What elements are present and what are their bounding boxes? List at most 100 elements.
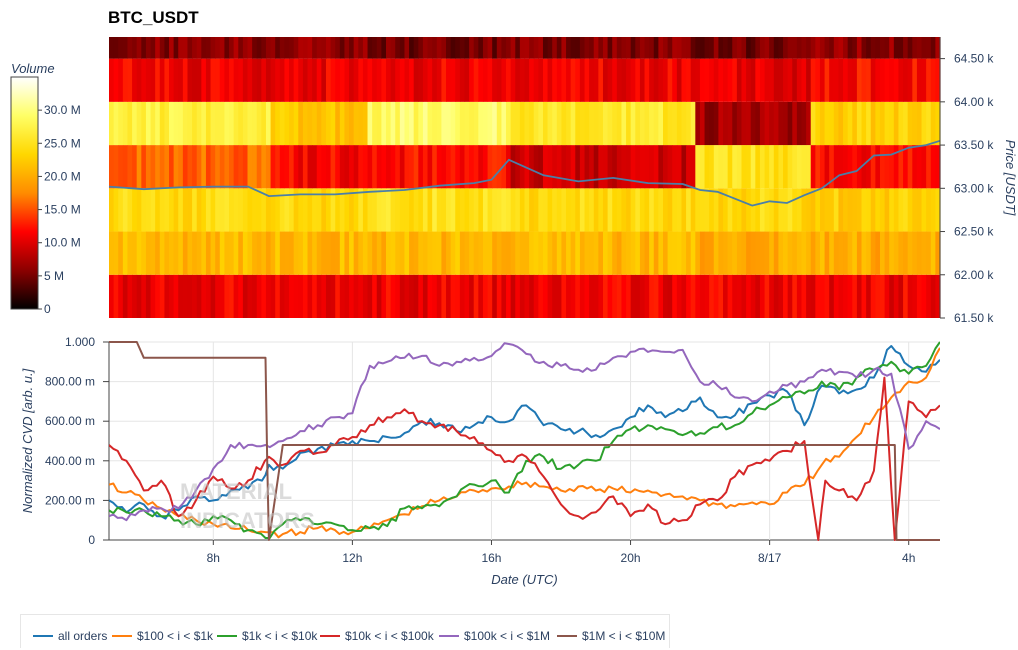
heatmap-cell [783, 231, 789, 275]
heatmap-cell [238, 37, 244, 59]
heatmap-cell [547, 37, 553, 59]
heatmap-cell [824, 37, 830, 59]
heatmap-cell [136, 101, 142, 146]
heatmap-cell [598, 231, 604, 275]
heatmap-cell [312, 37, 318, 59]
heatmap-cell [178, 188, 184, 232]
heatmap-cell [496, 231, 503, 275]
heatmap-cell [247, 58, 253, 102]
heatmap-cell [621, 145, 627, 189]
heatmap-cell [478, 101, 484, 146]
price-tick-label: 64.00 k [954, 95, 994, 109]
heatmap-cell [367, 145, 373, 189]
heatmap-cell [796, 58, 803, 102]
heatmap-cell [321, 188, 327, 232]
heatmap-cell [196, 58, 202, 102]
heatmap-cell [741, 188, 747, 232]
heatmap-cell [159, 145, 165, 189]
heatmap-cell [233, 145, 239, 189]
colorbar-tick-label: 0 [44, 302, 51, 316]
heatmap-cell [242, 145, 249, 189]
heatmap-cell [501, 37, 507, 59]
heatmap-cell [367, 101, 373, 146]
heatmap-cell [741, 58, 747, 102]
heatmap-cell [404, 101, 410, 146]
heatmap-cell [533, 101, 539, 146]
heatmap-cell [136, 188, 142, 232]
heatmap-cell [187, 101, 193, 146]
heatmap-cell [616, 37, 623, 59]
heatmap-cell [759, 188, 766, 232]
heatmap-cell [524, 101, 530, 146]
heatmap-cell [718, 231, 724, 275]
heatmap-cell [566, 188, 572, 232]
heatmap-cell [856, 274, 863, 318]
heatmap-cell [270, 274, 276, 318]
heatmap-cell [339, 231, 346, 275]
heatmap-cell [556, 231, 563, 275]
heatmap-cell [884, 274, 890, 318]
heatmap-cell [778, 145, 784, 189]
heatmap-cell [205, 145, 212, 189]
heatmap-cell [570, 101, 576, 146]
heatmap-cell [829, 58, 835, 102]
heatmap-cell [312, 101, 318, 146]
heatmap-cell [325, 188, 332, 232]
heatmap-cell [478, 37, 484, 59]
heatmap-cell [247, 188, 253, 232]
heatmap-cell [561, 231, 567, 275]
heatmap-cell [727, 101, 733, 146]
heatmap-cell [792, 231, 798, 275]
y-axis-title: Normalized CVD [arb. u.] [20, 368, 35, 513]
heatmap-cell [155, 145, 161, 189]
heatmap-cell [413, 231, 419, 275]
heatmap-cell [145, 101, 152, 146]
heatmap-cell [372, 37, 378, 59]
heatmap-cell [759, 101, 766, 146]
heatmap-cell [330, 101, 336, 146]
heatmap-cell [353, 37, 359, 59]
heatmap-cell [658, 231, 664, 275]
heatmap-cell [690, 231, 696, 275]
heatmap-cell [879, 101, 886, 146]
heatmap-cell [386, 274, 392, 318]
heatmap-cell [155, 101, 161, 146]
heatmap-cell [764, 188, 770, 232]
heatmap-cell [409, 274, 415, 318]
heatmap-cell [169, 231, 175, 275]
heatmap-cell [492, 145, 498, 189]
heatmap-cell [113, 145, 119, 189]
heatmap-cell [409, 37, 415, 59]
heatmap-cell [852, 231, 858, 275]
heatmap-cell [164, 145, 170, 189]
heatmap-cell [182, 188, 189, 232]
heatmap-cell [547, 58, 553, 102]
heatmap-cell [275, 231, 281, 275]
heatmap-cell [579, 37, 586, 59]
heatmap-cell [538, 58, 544, 102]
heatmap-cell [113, 188, 119, 232]
price-tick-label: 62.50 k [954, 225, 994, 239]
heatmap-cell [663, 101, 669, 146]
heatmap-cell [330, 188, 336, 232]
heatmap-cell [838, 37, 844, 59]
heatmap-cell [723, 188, 729, 232]
heatmap-cell [316, 37, 322, 59]
heatmap-cell [566, 274, 572, 318]
heatmap-cell [515, 231, 521, 275]
heatmap-cell [367, 231, 373, 275]
heatmap-cell [912, 58, 918, 102]
heatmap-cell [238, 145, 244, 189]
heatmap-cell [930, 188, 936, 232]
heatmap-cell [667, 37, 673, 59]
heatmap-cell [773, 58, 780, 102]
heatmap-cell [815, 145, 821, 189]
heatmap-cell [644, 145, 650, 189]
heatmap-cell [496, 188, 503, 232]
heatmap-cell [635, 37, 641, 59]
heatmap-cell [649, 274, 655, 318]
heatmap-cell [422, 231, 429, 275]
heatmap-cell [898, 274, 904, 318]
heatmap-cell [704, 145, 710, 189]
heatmap-cell [159, 58, 165, 102]
